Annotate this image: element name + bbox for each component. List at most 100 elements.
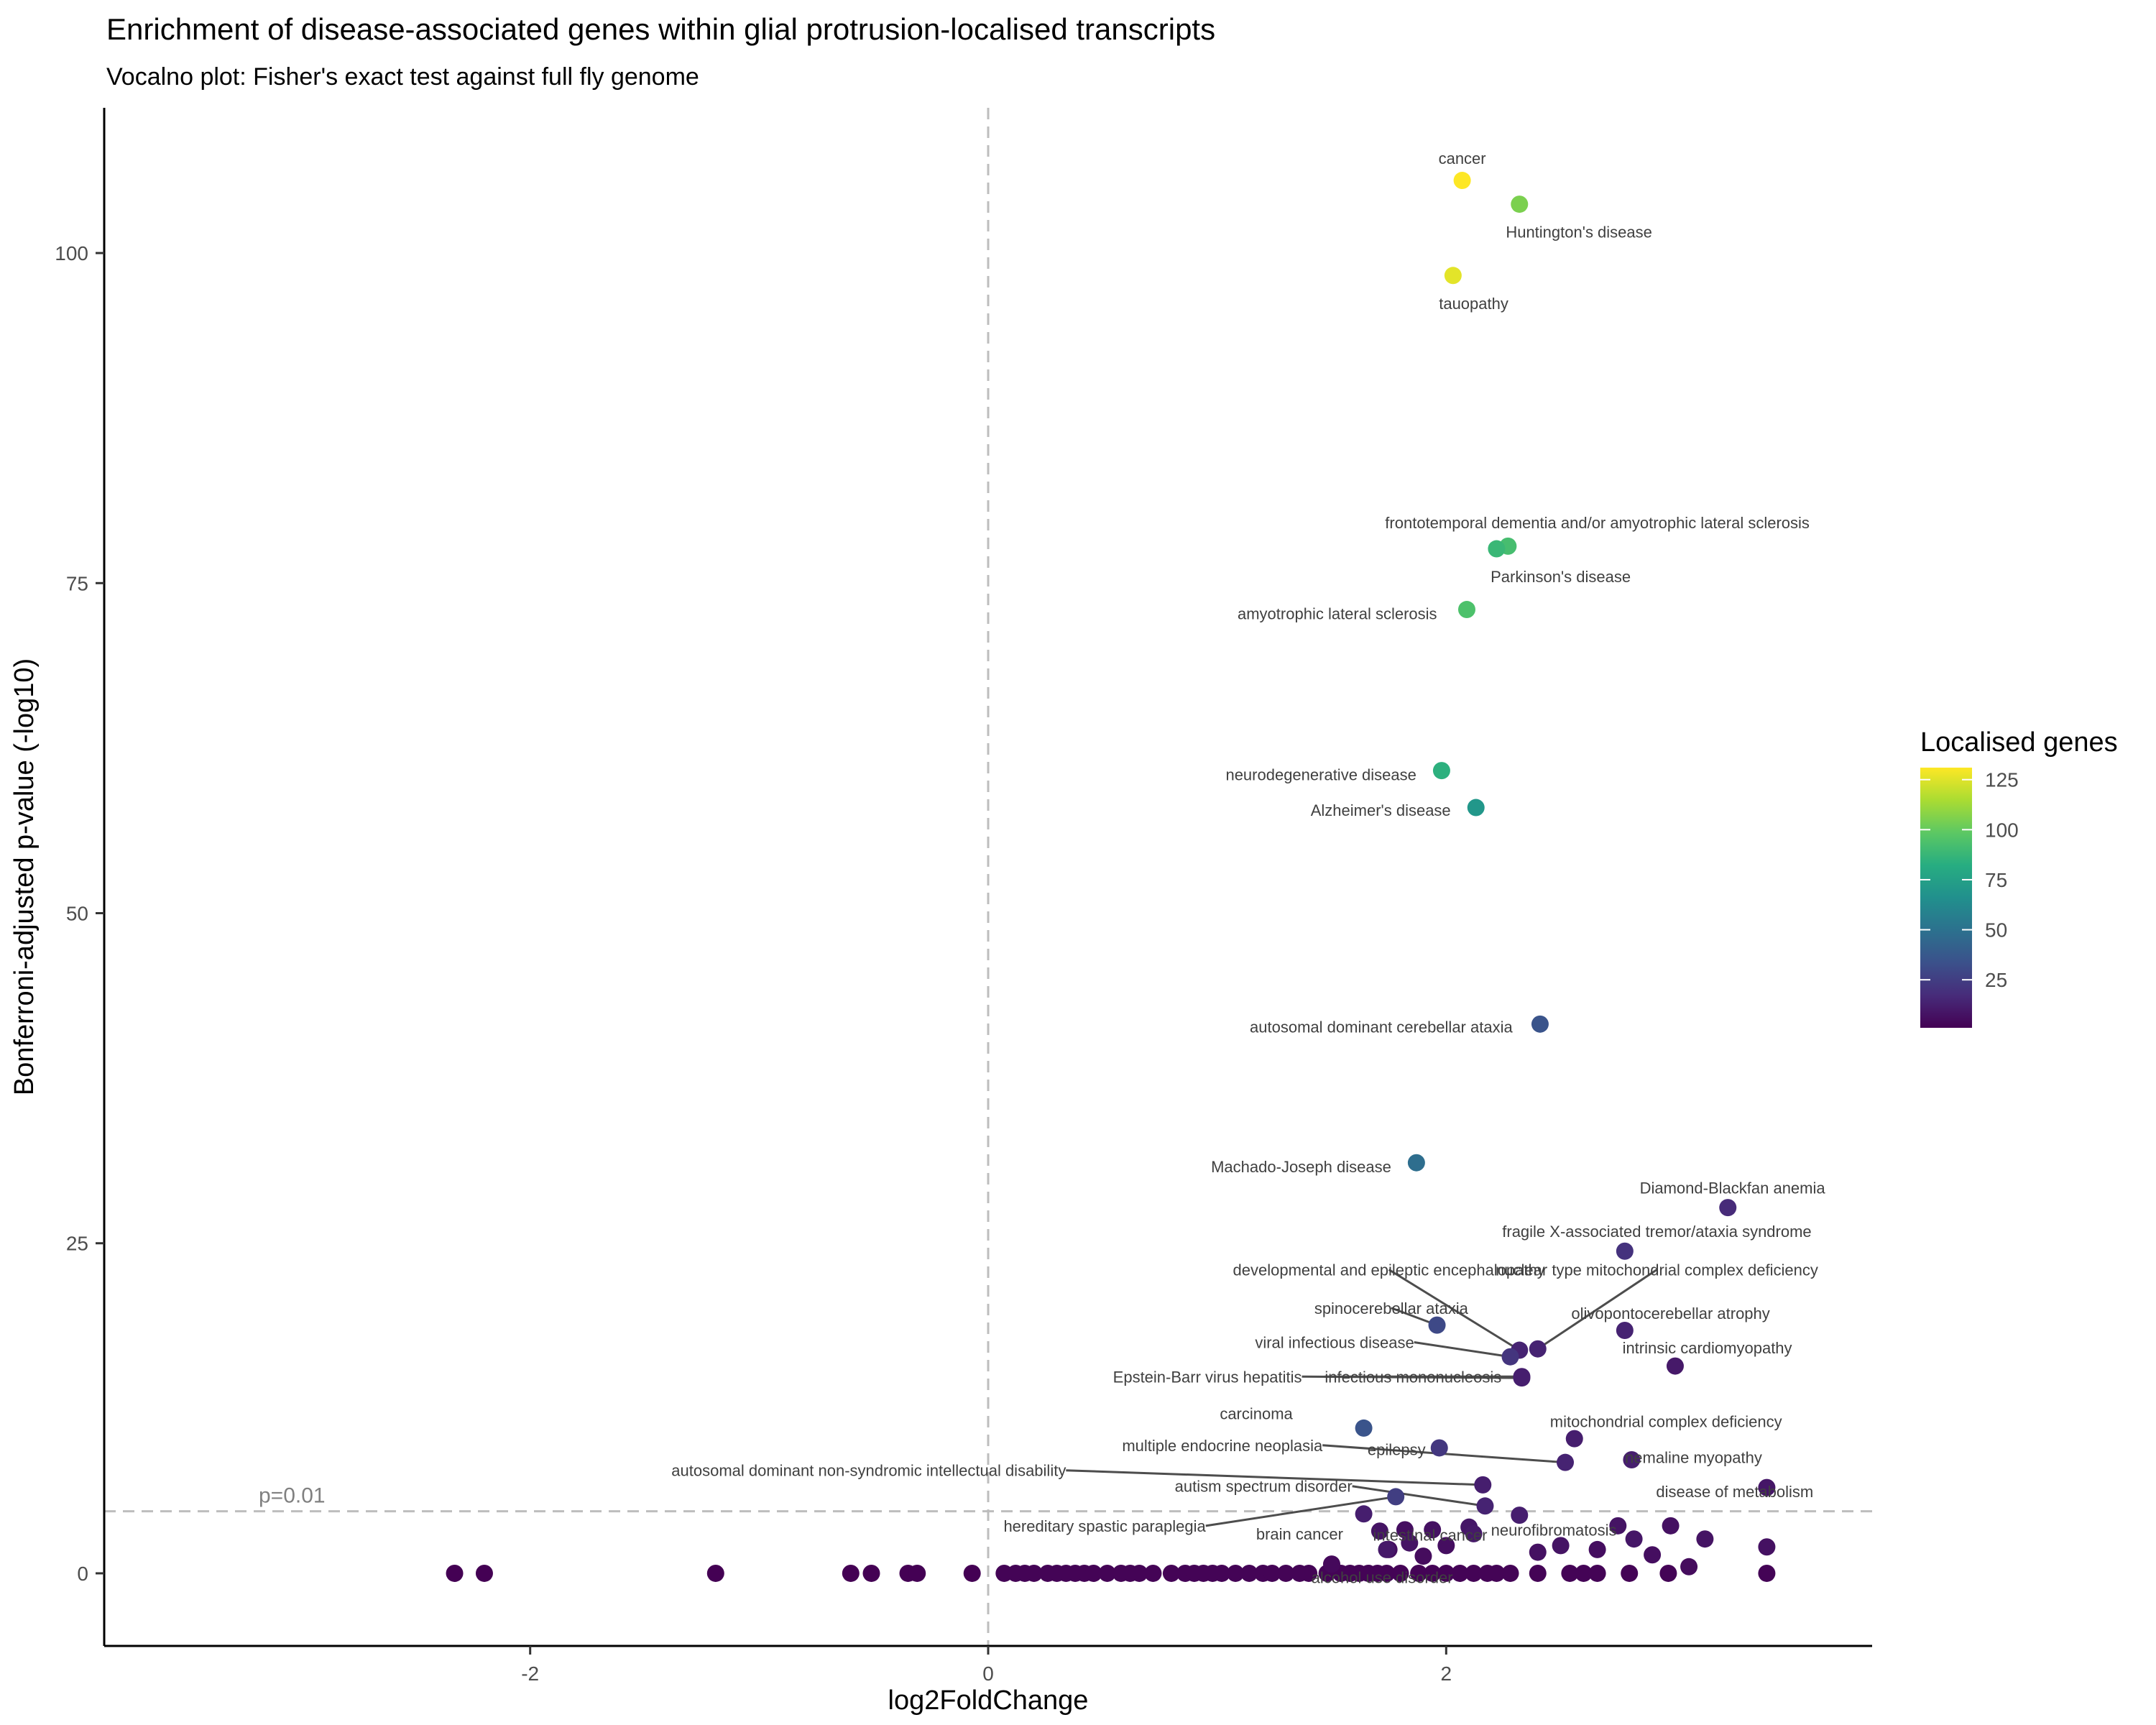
- data-point: [1552, 1537, 1570, 1555]
- point-label: neurodegenerative disease: [1225, 766, 1416, 784]
- data-point-labeled: [1444, 267, 1462, 285]
- point-label: hereditary spastic paraplegia: [1003, 1517, 1206, 1535]
- point-label: mitochondrial complex deficiency: [1550, 1413, 1782, 1431]
- data-points: [446, 172, 1776, 1582]
- legend-ticks: 25 50 75 100 125: [1920, 769, 2019, 991]
- legend-tick-label: 125: [1985, 769, 2019, 791]
- data-point: [1144, 1564, 1162, 1582]
- data-point: [1213, 1564, 1231, 1582]
- data-point-labeled: [1432, 762, 1450, 780]
- point-label: spinocerebellar ataxia: [1314, 1300, 1469, 1317]
- data-point-labeled: [1453, 172, 1471, 190]
- data-point-labeled: [1623, 1450, 1641, 1468]
- label-leader-lines: [1066, 1269, 1658, 1527]
- data-point-labeled: [1531, 1015, 1549, 1033]
- data-point: [1401, 1534, 1419, 1552]
- leader-line: [1352, 1485, 1485, 1507]
- point-label: frontotemporal dementia and/or amyotroph…: [1385, 514, 1810, 532]
- point-label: multiple endocrine neoplasia: [1122, 1437, 1323, 1455]
- y-axis-title: Bonferroni-adjusted p-value (-log10): [9, 658, 40, 1095]
- leader-line: [1537, 1269, 1658, 1350]
- point-label: Huntington's disease: [1506, 224, 1652, 242]
- data-point: [1659, 1564, 1677, 1582]
- point-label: Parkinson's disease: [1491, 568, 1631, 586]
- y-tick-label: 75: [66, 572, 88, 594]
- data-point: [1529, 1543, 1547, 1561]
- point-label: fragile X-associated tremor/ataxia syndr…: [1502, 1223, 1811, 1241]
- y-axis-ticks: 0 25 50 75 100: [55, 242, 104, 1585]
- data-point: [1529, 1564, 1547, 1582]
- data-point-labeled: [1616, 1242, 1634, 1260]
- data-point: [1609, 1517, 1627, 1535]
- data-point: [1437, 1537, 1455, 1555]
- data-point: [706, 1564, 724, 1582]
- data-point-labeled: [1457, 601, 1475, 619]
- y-tick-label: 50: [66, 903, 88, 925]
- data-point: [862, 1564, 880, 1582]
- data-point: [1378, 1564, 1396, 1582]
- y-tick-label: 25: [66, 1233, 88, 1255]
- data-point: [1098, 1564, 1116, 1582]
- point-label: disease of metabolism: [1656, 1483, 1813, 1501]
- y-tick-label: 0: [77, 1563, 88, 1585]
- data-point-labeled: [1428, 1316, 1446, 1334]
- point-label: carcinoma: [1220, 1405, 1293, 1423]
- data-point-labeled: [1467, 799, 1485, 816]
- legend-tick-label: 25: [1985, 969, 2007, 991]
- leader-line: [1414, 1341, 1511, 1358]
- data-point-labeled: [1616, 1321, 1634, 1339]
- x-tick-label: 0: [982, 1662, 994, 1685]
- data-point-labeled: [1557, 1453, 1575, 1471]
- data-point-labeled: [1529, 1340, 1547, 1358]
- legend-tick-label: 75: [1985, 869, 2007, 891]
- point-label: Alzheimer's disease: [1311, 801, 1451, 819]
- point-label: developmental and epileptic encephalopat…: [1233, 1261, 1545, 1279]
- data-point: [446, 1564, 464, 1582]
- data-point: [1370, 1522, 1388, 1540]
- point-label: intrinsic cardiomyopathy: [1623, 1339, 1792, 1357]
- point-label: Machado-Joseph disease: [1211, 1158, 1391, 1176]
- data-point: [1696, 1530, 1714, 1548]
- data-point: [1424, 1564, 1442, 1582]
- data-point: [1227, 1564, 1245, 1582]
- data-point: [1437, 1564, 1455, 1582]
- legend-tick-label: 50: [1985, 919, 2007, 942]
- point-label: nemaline myopathy: [1625, 1448, 1762, 1466]
- data-point: [1488, 1564, 1506, 1582]
- point-label: infectious mononucleosis: [1325, 1368, 1501, 1386]
- data-point: [1410, 1564, 1428, 1582]
- x-tick-label: -2: [521, 1662, 539, 1685]
- data-point: [1263, 1564, 1281, 1582]
- chart-title: Enrichment of disease-associated genes w…: [106, 12, 1215, 46]
- point-label: tauopathy: [1439, 295, 1508, 313]
- data-point-labeled: [1355, 1419, 1373, 1437]
- point-label: autosomal dominant non-syndromic intelle…: [671, 1462, 1066, 1480]
- data-point-labeled: [1511, 196, 1529, 213]
- data-point: [1758, 1564, 1776, 1582]
- data-point: [1025, 1564, 1043, 1582]
- point-label: neurofibromatosis: [1491, 1521, 1617, 1539]
- y-tick-label: 100: [55, 242, 88, 264]
- data-point-labeled: [1387, 1488, 1405, 1506]
- x-axis-ticks: -2 0 2: [521, 1646, 1452, 1685]
- data-point: [1758, 1538, 1776, 1556]
- data-point: [1644, 1546, 1662, 1564]
- data-point-labeled: [1476, 1497, 1494, 1515]
- data-point-labeled: [1378, 1540, 1396, 1558]
- point-label: alcohol use disorder: [1312, 1568, 1453, 1586]
- data-point: [1240, 1564, 1258, 1582]
- point-label: olivopontocerebellar atrophy: [1571, 1305, 1769, 1322]
- leader-line: [1066, 1469, 1483, 1486]
- data-point: [1625, 1530, 1643, 1548]
- x-tick-label: 2: [1441, 1662, 1452, 1685]
- threshold-label: p=0.01: [259, 1484, 326, 1508]
- point-label: Epstein-Barr virus hepatitis: [1113, 1368, 1302, 1386]
- data-point-labeled: [1465, 1524, 1483, 1542]
- point-label: Diamond-Blackfan anemia: [1640, 1179, 1826, 1197]
- data-point: [1300, 1564, 1318, 1582]
- leader-line: [1388, 1269, 1521, 1351]
- data-point-labeled: [1501, 1348, 1519, 1366]
- data-point-labeled: [1488, 540, 1506, 558]
- data-point: [1662, 1517, 1680, 1535]
